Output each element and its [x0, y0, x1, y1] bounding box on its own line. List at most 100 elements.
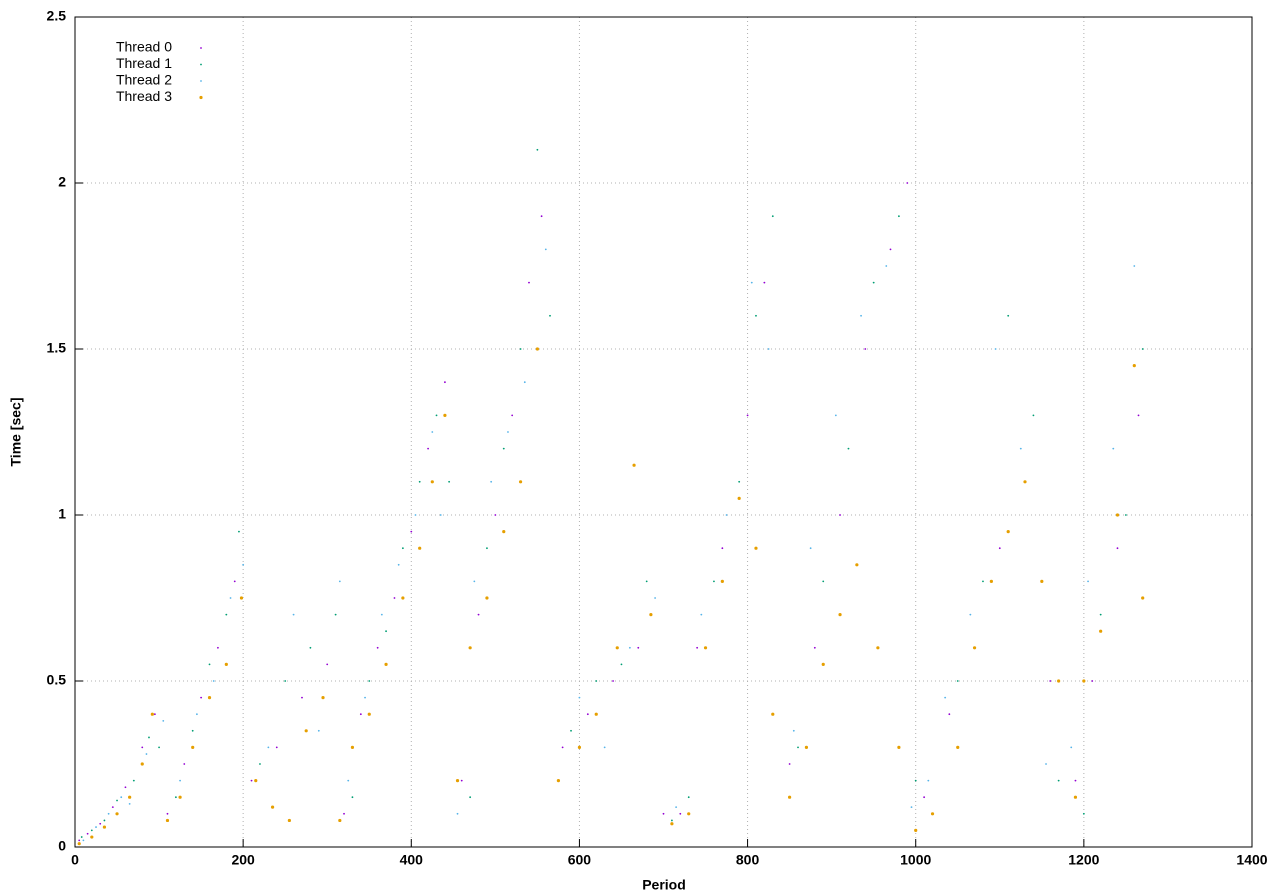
- y-tick-label: 0.5: [47, 672, 67, 688]
- point: [549, 314, 551, 317]
- point: [956, 745, 960, 750]
- point: [267, 746, 270, 749]
- point: [897, 745, 901, 750]
- point: [771, 215, 774, 218]
- point: [994, 348, 997, 350]
- point: [217, 646, 219, 649]
- y-tick-label: 1: [58, 506, 66, 522]
- point: [956, 680, 959, 682]
- point: [1133, 265, 1136, 267]
- point: [95, 826, 97, 828]
- point: [103, 819, 106, 822]
- point: [239, 596, 244, 600]
- point: [86, 832, 89, 835]
- point: [350, 745, 355, 750]
- point: [1115, 513, 1120, 517]
- point: [561, 746, 564, 749]
- point: [397, 563, 400, 566]
- point: [792, 729, 795, 732]
- point: [414, 514, 417, 516]
- point: [141, 746, 144, 749]
- point: [460, 779, 463, 782]
- point: [906, 182, 909, 184]
- point: [207, 696, 212, 700]
- point: [1132, 364, 1136, 368]
- point: [930, 812, 935, 816]
- point: [317, 729, 320, 732]
- point: [128, 802, 131, 805]
- point: [456, 812, 459, 815]
- point: [145, 753, 148, 755]
- point: [178, 795, 182, 799]
- point: [1045, 763, 1047, 765]
- point: [540, 215, 543, 218]
- point: [343, 812, 345, 815]
- point: [679, 812, 682, 815]
- point: [615, 646, 619, 650]
- point: [535, 347, 539, 351]
- point: [1137, 414, 1140, 417]
- point: [326, 663, 329, 666]
- point: [910, 806, 913, 809]
- point: [1049, 680, 1052, 682]
- point: [687, 812, 691, 816]
- point: [523, 381, 526, 384]
- point: [898, 215, 900, 218]
- point: [687, 796, 690, 799]
- point: [528, 281, 530, 284]
- point: [486, 547, 488, 550]
- x-axis-title: Period: [642, 877, 686, 893]
- point: [128, 795, 132, 799]
- point: [838, 613, 842, 617]
- point: [165, 818, 170, 823]
- point: [1124, 514, 1127, 516]
- point: [885, 265, 888, 267]
- point: [914, 779, 917, 782]
- point: [612, 680, 614, 682]
- point: [822, 580, 825, 583]
- point: [473, 580, 476, 583]
- y-axis-title: Time [sec]: [8, 398, 24, 467]
- point: [304, 729, 308, 733]
- point: [338, 580, 341, 583]
- point: [969, 613, 972, 616]
- point: [427, 447, 429, 450]
- point: [1082, 679, 1086, 683]
- point: [809, 547, 812, 550]
- point: [321, 696, 325, 700]
- point: [254, 779, 258, 783]
- point: [301, 696, 303, 699]
- point: [431, 431, 434, 433]
- point: [380, 613, 383, 616]
- point: [229, 597, 232, 599]
- point: [1116, 547, 1119, 550]
- point: [435, 414, 438, 417]
- point: [834, 414, 837, 417]
- point: [364, 696, 366, 699]
- point: [1019, 447, 1022, 450]
- point: [82, 839, 85, 842]
- point: [99, 822, 102, 825]
- legend-marker: [200, 47, 202, 49]
- point: [502, 447, 505, 450]
- point: [224, 662, 228, 667]
- point: [338, 818, 342, 823]
- point: [721, 547, 724, 550]
- point: [90, 829, 93, 832]
- legend-marker: [200, 80, 202, 82]
- point: [376, 646, 379, 649]
- point: [864, 348, 867, 350]
- point: [150, 712, 154, 716]
- point: [662, 812, 665, 815]
- point: [670, 822, 674, 826]
- point: [720, 579, 724, 584]
- point: [750, 281, 753, 284]
- x-tick-label: 1400: [1236, 852, 1267, 868]
- point: [847, 447, 850, 450]
- point: [1032, 414, 1035, 417]
- point: [284, 680, 287, 682]
- point: [544, 248, 547, 251]
- point: [763, 281, 766, 284]
